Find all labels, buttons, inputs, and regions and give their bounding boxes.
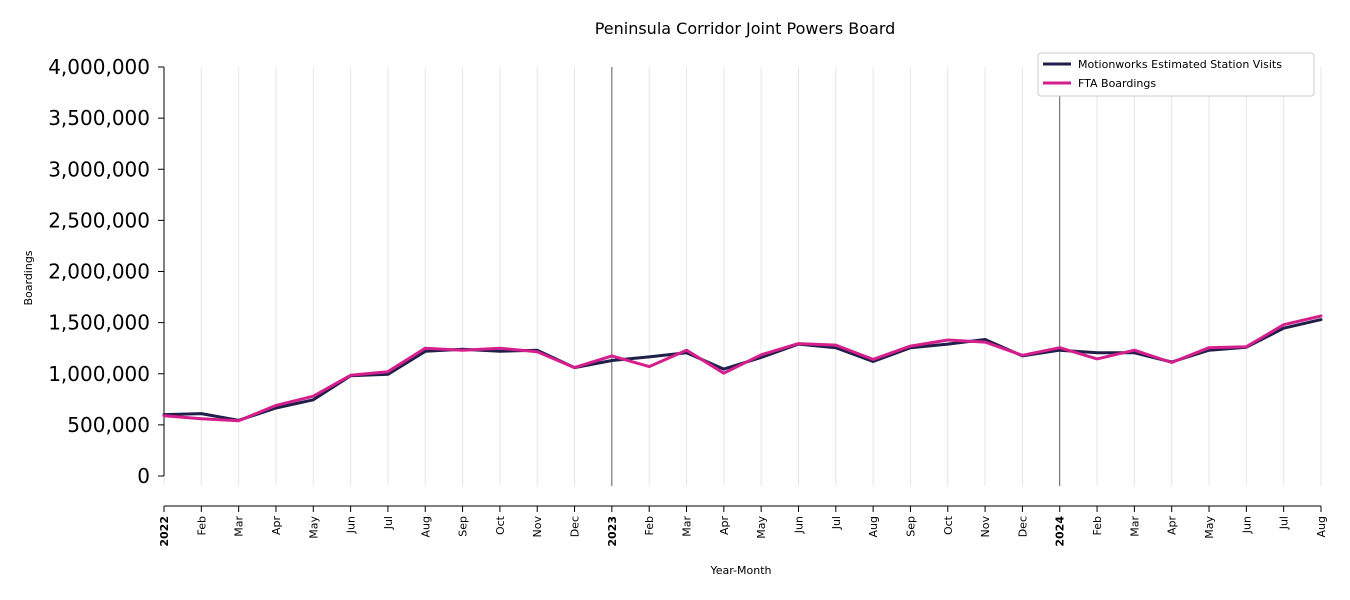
x-tick-label: Feb: [195, 516, 208, 535]
x-axis-ticks: 2022 Feb Mar Apr May Jun Jul Aug Sep Oct Nov Dec 202…: [158, 506, 1328, 547]
y-tick-label: 3,000,000: [48, 157, 150, 181]
x-tick-label: Jul: [830, 516, 843, 530]
x-tick-label: 2023: [606, 516, 619, 547]
y-tick-label: 500,000: [67, 413, 150, 437]
x-tick-label: Apr: [270, 516, 283, 536]
y-tick-label: 3,500,000: [48, 106, 150, 130]
x-tick-label: Feb: [643, 516, 656, 535]
y-tick-label: 2,500,000: [48, 208, 150, 232]
grid: [163, 67, 1322, 486]
x-tick-label: Jun: [792, 516, 805, 534]
legend-label: FTA Boardings: [1078, 77, 1156, 90]
year-divider-lines: [611, 67, 1061, 486]
x-tick-label: Nov: [979, 516, 992, 538]
y-axis-ticks: 0 500,000 1,000,000 1,500,000 2,000,000 2,500…: [48, 55, 164, 488]
y-tick-label: 1,500,000: [48, 311, 150, 335]
x-tick-label: Apr: [1166, 516, 1179, 536]
x-tick-label: Sep: [457, 516, 470, 537]
x-tick-label: May: [755, 516, 768, 539]
x-tick-label: Jun: [345, 516, 358, 534]
y-tick-label: 2,000,000: [48, 260, 150, 284]
y-tick-label: 4,000,000: [48, 55, 150, 79]
y-axis-label: Boardings: [22, 250, 35, 305]
x-tick-label: Apr: [718, 516, 731, 536]
x-tick-label: Oct: [494, 515, 507, 535]
x-tick-label: Mar: [1128, 516, 1141, 537]
x-axis-label: Year-Month: [709, 564, 771, 577]
legend: Motionworks Estimated Station Visits FTA …: [1037, 52, 1315, 97]
y-tick-label: 1,000,000: [48, 362, 150, 386]
x-tick-label: May: [307, 516, 320, 539]
axes: [163, 67, 1321, 507]
x-tick-label: Dec: [569, 516, 582, 537]
x-tick-label: Mar: [681, 516, 694, 537]
x-tick-label: May: [1203, 516, 1216, 539]
legend-label: Motionworks Estimated Station Visits: [1078, 58, 1282, 71]
x-tick-label: Aug: [419, 516, 432, 537]
x-tick-label: Feb: [1091, 516, 1104, 535]
x-tick-label: Sep: [904, 516, 917, 537]
x-tick-label: Aug: [867, 516, 880, 537]
y-tick-label: 0: [137, 464, 150, 488]
x-tick-label: 2024: [1054, 516, 1067, 547]
x-tick-label: Jul: [382, 516, 395, 530]
x-tick-label: Jun: [1240, 516, 1253, 534]
x-tick-label: Mar: [233, 516, 246, 537]
x-tick-label: Dec: [1016, 516, 1029, 537]
x-tick-label: Aug: [1315, 516, 1328, 537]
x-tick-label: Jul: [1278, 516, 1291, 530]
chart-title: Peninsula Corridor Joint Powers Board: [595, 19, 896, 38]
series: [162, 314, 1323, 423]
x-tick-label: 2022: [158, 516, 171, 547]
series-line-motionworks: [162, 318, 1323, 422]
legend-box: [1037, 52, 1315, 97]
x-tick-label: Oct: [942, 515, 955, 535]
x-tick-label: Nov: [531, 516, 544, 538]
series-line-fta-boardings: [162, 314, 1323, 423]
